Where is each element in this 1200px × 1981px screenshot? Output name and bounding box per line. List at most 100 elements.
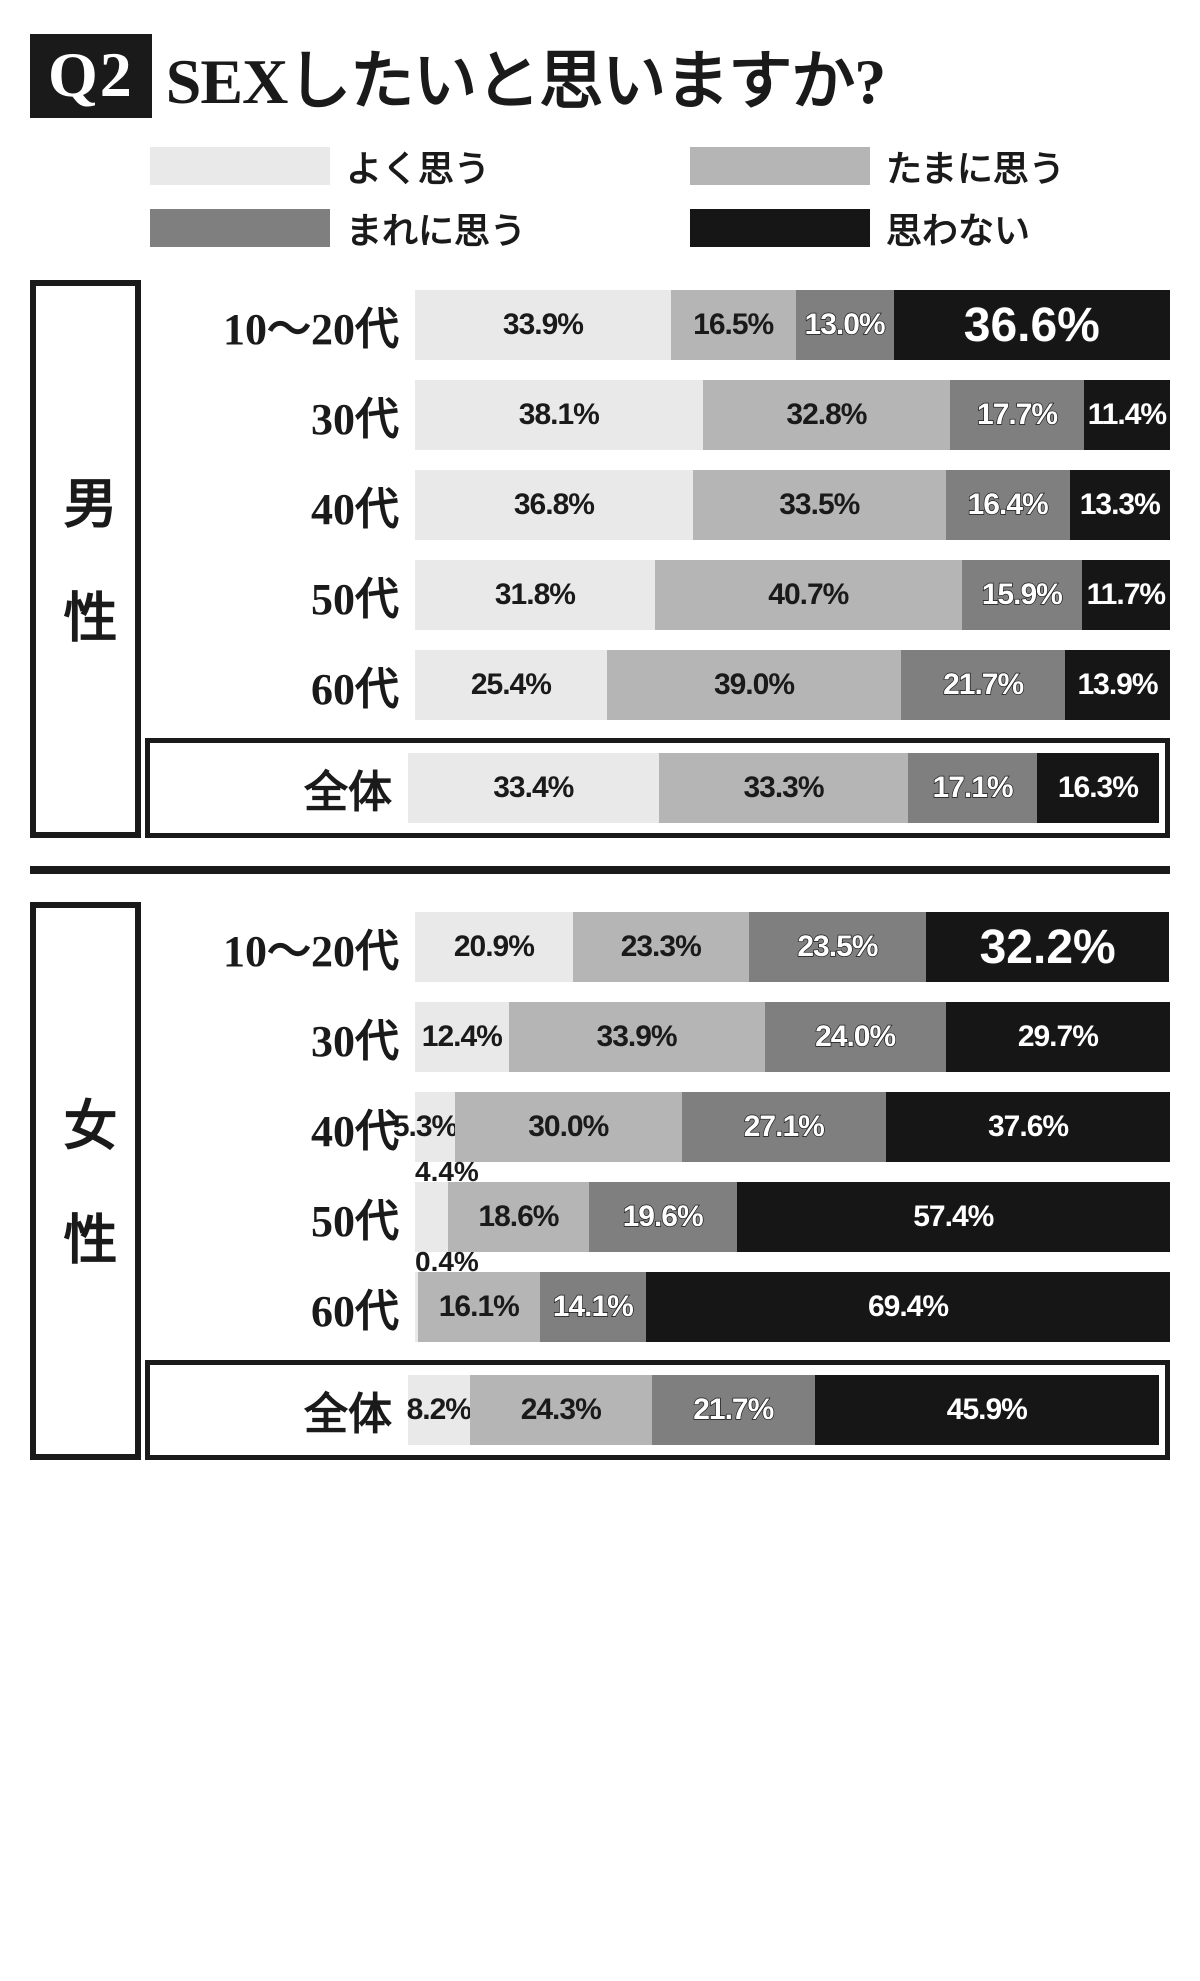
bar: 33.4% 33.3% 17.1% 16.3%	[408, 753, 1159, 823]
legend-swatch	[690, 147, 870, 185]
segment: 15.9%	[962, 560, 1082, 630]
row-label: 全体	[150, 756, 398, 820]
segment: 37.6%	[886, 1092, 1170, 1162]
row: 60代0.4%16.1%14.1%69.4%	[145, 1262, 1170, 1352]
segment-label: 19.6%	[623, 1200, 703, 1234]
segment-label: 17.7%	[977, 398, 1057, 432]
legend-swatch	[150, 209, 330, 247]
segment-label: 16.4%	[968, 488, 1048, 522]
segment-label: 36.6%	[964, 298, 1100, 353]
segment: 33.4%	[408, 753, 659, 823]
row: 50代4.4%18.6%19.6%57.4%	[145, 1172, 1170, 1262]
segment-label: 24.3%	[521, 1393, 601, 1427]
segment-label: 11.7%	[1087, 578, 1165, 612]
row: 60代25.4%39.0%21.7%13.9%	[145, 640, 1170, 730]
segment: 23.3%	[573, 912, 749, 982]
segment: 24.3%	[470, 1375, 652, 1445]
bar: 38.1%32.8%17.7%11.4%	[415, 380, 1170, 450]
segment-label: 37.6%	[988, 1110, 1068, 1144]
segment-label: 17.1%	[933, 771, 1013, 805]
segment: 18.6%	[448, 1182, 588, 1252]
legend-item: 思わない	[690, 202, 1170, 254]
segment: 33.5%	[693, 470, 946, 540]
segment	[415, 1182, 448, 1252]
question-title: SEXしたいと思いますか?	[166, 30, 886, 122]
row-label: 60代	[145, 1275, 405, 1339]
legend-label: 思わない	[886, 202, 1030, 254]
row-label: 30代	[145, 383, 405, 447]
segment: 33.3%	[659, 753, 909, 823]
segment: 69.4%	[646, 1272, 1170, 1342]
segment: 16.1%	[418, 1272, 540, 1342]
segment: 16.4%	[946, 470, 1070, 540]
segment: 12.4%	[415, 1002, 509, 1072]
segment: 14.1%	[540, 1272, 646, 1342]
segment: 13.9%	[1065, 650, 1170, 720]
bar: 31.8%40.7%15.9%11.7%	[415, 560, 1170, 630]
group-label: 男性	[30, 280, 141, 838]
row: 10～20代33.9%16.5%13.0%36.6%	[145, 280, 1170, 370]
segment: 13.0%	[796, 290, 894, 360]
segment-label: 39.0%	[714, 668, 794, 702]
bar: 12.4%33.9% 24.0% 29.7%	[415, 1002, 1170, 1072]
group: 男性10～20代33.9%16.5%13.0%36.6%30代38.1%32.8…	[30, 280, 1170, 838]
segment: 27.1%	[682, 1092, 887, 1162]
segment: 33.9%	[509, 1002, 765, 1072]
segment-label: 33.4%	[493, 771, 573, 805]
segment: 8.2%	[408, 1375, 470, 1445]
legend-swatch	[690, 209, 870, 247]
legend-label: よく思う	[346, 140, 490, 192]
row: 10～20代20.9%23.3%23.5%32.2%	[145, 902, 1170, 992]
segment-label: 24.0%	[815, 1020, 895, 1054]
row-label: 10～20代	[145, 293, 405, 357]
groups-container: 男性10～20代 33.9% 16.5% 13.0% 36.6% 30代 38.1% 32.8…	[30, 280, 1170, 1460]
segment-label: 16.5%	[693, 308, 773, 342]
segment: 29.7%	[946, 1002, 1170, 1072]
row-total: 全体8.2%24.3%21.7%45.9%	[145, 1360, 1170, 1460]
segment-label: 69.4%	[868, 1290, 948, 1324]
segment: 5.3%	[415, 1092, 455, 1162]
segment: 21.7%	[901, 650, 1065, 720]
bar: 8.2%24.3%21.7%45.9%	[408, 1375, 1159, 1445]
segment: 16.3%	[1037, 753, 1159, 823]
segment-label: 20.9%	[454, 930, 534, 964]
legend-item: たまに思う	[690, 140, 1170, 192]
bar: 33.9%16.5%13.0%36.6%	[415, 290, 1170, 360]
segment-label: 15.9%	[982, 578, 1062, 612]
segment: 11.7%	[1082, 560, 1170, 630]
legend-item: まれに思う	[150, 202, 630, 254]
legend-item: よく思う	[150, 140, 630, 192]
row: 40代36.8%33.5%16.4%13.3%	[145, 460, 1170, 550]
segment-label: 23.5%	[797, 930, 877, 964]
row-total: 全体 33.4% 33.3% 17.1% 16.3%	[145, 738, 1170, 838]
segment-label: 33.5%	[779, 488, 859, 522]
segment: 32.8%	[703, 380, 951, 450]
bar: 5.3%30.0%27.1%37.6%	[415, 1092, 1170, 1162]
group-rows: 10～20代20.9%23.3%23.5%32.2%30代12.4%33.9%2…	[145, 902, 1170, 1460]
segment-label: 25.4%	[471, 668, 551, 702]
segment-label: 18.6%	[478, 1200, 558, 1234]
segment-label: 16.1%	[439, 1290, 519, 1324]
row: 40代5.3%30.0%27.1%37.6%	[145, 1082, 1170, 1172]
row: 30代12.4%33.9%24.0%29.7%	[145, 992, 1170, 1082]
row-label: 40代	[145, 1095, 405, 1159]
question-badge: Q2	[30, 34, 152, 118]
segment-label: 12.4%	[422, 1020, 502, 1054]
bar: 0.4%16.1%14.1%69.4%	[415, 1272, 1170, 1342]
segment-label: 8.2%	[407, 1393, 471, 1427]
legend-label: たまに思う	[886, 140, 1065, 192]
row-label: 全体	[150, 1378, 398, 1442]
bar: 20.9%23.3%23.5%32.2%	[415, 912, 1170, 982]
segment-label: 33.3%	[743, 771, 823, 805]
segment: 13.3%	[1070, 470, 1170, 540]
segment-label: 57.4%	[913, 1200, 993, 1234]
row: 30代38.1%32.8%17.7%11.4%	[145, 370, 1170, 460]
group-divider	[30, 866, 1170, 874]
bar: 25.4% 39.0% 21.7%13.9%	[415, 650, 1170, 720]
segment: 19.6%	[589, 1182, 737, 1252]
segment-label: 14.1%	[553, 1290, 633, 1324]
legend-label: まれに思う	[346, 202, 526, 254]
segment-label: 38.1%	[519, 398, 599, 432]
segment: 23.5%	[749, 912, 926, 982]
segment-label: 21.7%	[693, 1393, 773, 1427]
